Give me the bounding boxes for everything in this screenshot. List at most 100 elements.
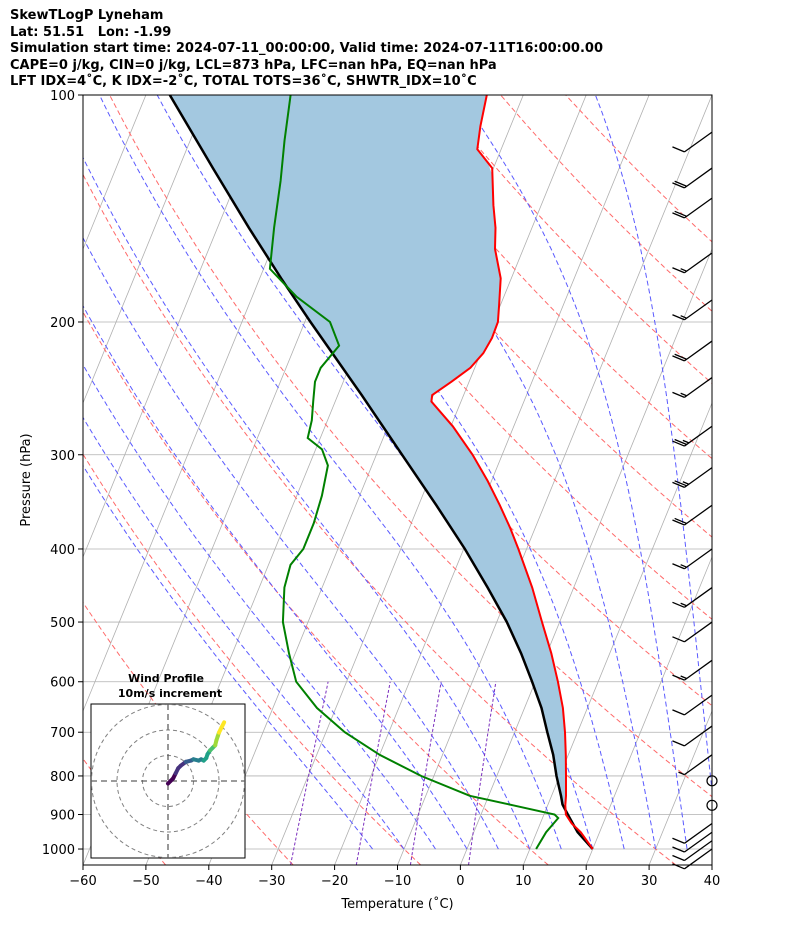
barb-flag	[672, 267, 685, 274]
hodograph-subtitle: 10m/s increment	[118, 687, 222, 700]
moist-adiabat	[329, 95, 657, 850]
hodograph-title: Wind Profile	[128, 672, 204, 685]
x-tick-label: −50	[132, 874, 159, 889]
x-tick-label: −60	[69, 874, 96, 889]
barb-staff	[684, 340, 713, 362]
dry-adiabat	[83, 453, 422, 865]
barb-flag	[672, 481, 685, 488]
barb-flag	[674, 353, 687, 360]
dry-adiabat	[565, 95, 712, 243]
dry-adiabat	[500, 95, 712, 312]
wind-barb	[672, 548, 713, 570]
wind-barb	[672, 659, 713, 681]
y-tick-label: 900	[50, 809, 75, 824]
wind-barb	[672, 167, 713, 189]
barb-staff	[684, 548, 713, 570]
mixing-ratio-line	[409, 681, 442, 865]
barb-flag	[674, 210, 687, 217]
moist-adiabat	[99, 95, 562, 850]
dry-adiabat	[239, 95, 712, 620]
y-axis: 100 200 300 400 500 600 700 800 900 1000	[42, 89, 83, 858]
barb-staff	[684, 621, 713, 643]
mixing-ratio-line	[290, 681, 329, 865]
x-tick-label: −10	[384, 874, 411, 889]
y-tick-label: 100	[50, 89, 75, 104]
wind-barb	[672, 725, 713, 747]
wind-barb	[672, 197, 713, 219]
barb-staff	[684, 822, 713, 844]
y-tick-label: 500	[50, 616, 75, 631]
x-tick-label: 20	[578, 874, 595, 889]
mixing-ratio-line	[468, 681, 497, 865]
barb-flag	[672, 391, 685, 398]
moist-adiabat	[83, 363, 436, 850]
wind-barb	[672, 822, 713, 844]
cin-area	[169, 95, 567, 805]
wind-barb	[672, 621, 713, 643]
barb-flag	[672, 519, 685, 526]
barb-flag	[672, 146, 685, 153]
stability-line: CAPE=0 j/kg, CIN=0 j/kg, LCL=873 hPa, LF…	[10, 57, 497, 73]
barb-flag	[672, 854, 685, 862]
dry-adiabat	[109, 95, 712, 798]
x-tick-label: −30	[258, 874, 285, 889]
wind-barb	[672, 467, 713, 488]
barb-half-flag	[680, 315, 687, 319]
isotherm-line	[711, 863, 712, 865]
dry-adiabat	[304, 95, 712, 538]
y-tick-label: 400	[50, 543, 75, 558]
wind-barb	[672, 840, 713, 862]
barb-staff	[684, 840, 713, 862]
isotherm-line	[648, 709, 712, 865]
y-tick-label: 800	[50, 770, 75, 785]
isotherm-line	[334, 95, 650, 865]
x-tick-label: 40	[704, 874, 721, 889]
isotherm-line	[83, 95, 84, 97]
y-tick-label: 200	[50, 316, 75, 331]
barb-flag	[672, 636, 685, 643]
moist-adiabat	[83, 156, 531, 850]
barb-half-flag	[680, 602, 687, 607]
dewpoint-line	[268, 95, 560, 850]
chart-title: SkewTLogP Lyneham	[10, 8, 164, 23]
barb-half-flag	[682, 481, 690, 485]
barb-staff	[684, 659, 713, 681]
isotherm-line	[0, 95, 20, 865]
barb-flag	[672, 846, 685, 853]
isotherm-line	[522, 401, 712, 865]
x-tick-label: 30	[641, 874, 658, 889]
barb-flag	[674, 517, 687, 525]
y-tick-label: 700	[50, 726, 75, 741]
y-tick-label: 600	[50, 676, 75, 691]
barb-staff	[684, 694, 713, 716]
barb-staff	[684, 425, 713, 447]
x-tick-label: 10	[515, 874, 532, 889]
x-axis-label: Temperature (˚C)	[340, 896, 453, 912]
wind-barb	[672, 694, 713, 716]
wind-barb	[672, 848, 713, 870]
barb-flag	[672, 740, 685, 747]
barb-flag	[672, 212, 685, 219]
isotherm-line	[83, 95, 147, 251]
isotherm-line	[83, 95, 210, 405]
barb-staff	[684, 131, 713, 153]
background-grid	[0, 95, 712, 865]
isotherm-line	[83, 95, 273, 559]
chart-header: SkewTLogP Lyneham Lat: 51.51 Lon: -1.99 …	[10, 8, 603, 91]
hodograph-segment	[219, 720, 227, 730]
moist-adiabat	[83, 464, 373, 850]
mixing-ratio-line	[355, 681, 391, 865]
barb-staff	[684, 754, 713, 776]
dry-adiabat	[83, 311, 549, 865]
barb-staff	[684, 848, 713, 870]
barb-flag	[672, 355, 685, 362]
barb-half-flag	[680, 392, 687, 397]
wind-barb	[672, 131, 713, 153]
barb-flag	[674, 180, 687, 187]
barb-half-flag	[678, 771, 685, 776]
parcel-line	[168, 95, 594, 850]
wind-barbs	[672, 131, 718, 870]
barb-half-flag	[680, 564, 687, 568]
temperature-line	[430, 95, 594, 850]
